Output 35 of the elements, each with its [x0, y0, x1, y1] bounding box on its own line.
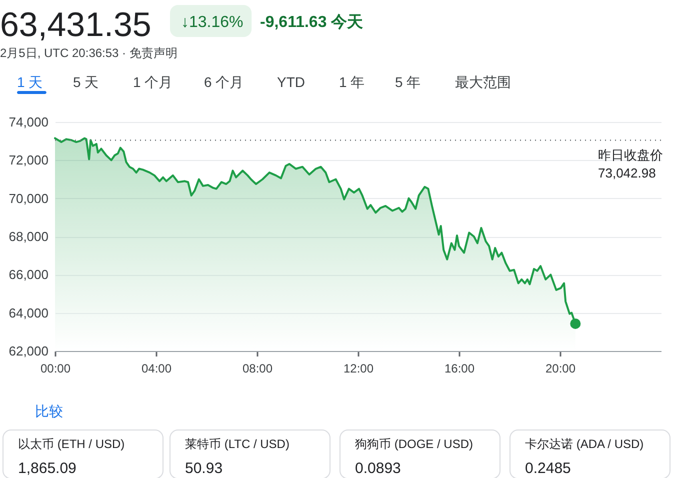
text: 以太币 (ETH / USD)	[18, 437, 125, 451]
chart-title: 63,431.35	[0, 6, 152, 44]
text: 1 个月	[133, 74, 173, 90]
y-tick-label: 64,000	[8, 305, 48, 320]
text: 5 天	[73, 74, 99, 90]
y-tick-label: 74,000	[8, 114, 48, 130]
x-tick-label: 12:00	[343, 362, 374, 376]
chart-subtitle: 2月5日, UTC 20:36:53 · 免责声明	[0, 46, 178, 60]
text: YTD	[277, 74, 305, 90]
x-tick-label: 00:00	[40, 362, 71, 376]
text: 50.93	[185, 460, 223, 477]
text: 1 年	[339, 74, 365, 90]
text: 卡尔达诺 (ADA / USD)	[525, 437, 644, 451]
x-tick-label: 04:00	[141, 362, 172, 376]
text: 1 天	[17, 74, 43, 90]
y-tick-label: 66,000	[8, 267, 48, 282]
text: 6 个月	[204, 74, 244, 90]
text: 最大范围	[455, 74, 511, 90]
y-tick-label: 62,000	[8, 344, 48, 358]
text: 1,865.09	[18, 460, 76, 477]
ref-line-label: 昨日收盘价 73,042.98	[598, 147, 663, 180]
y-tick-label: 72,000	[8, 152, 48, 168]
text: ↓13.16%	[181, 14, 244, 31]
x-tick-label: 16:00	[444, 362, 475, 376]
x-tick-label: 08:00	[242, 362, 273, 376]
text: 狗狗币 (DOGE / USD)	[355, 437, 474, 451]
text: 莱特币 (LTC / USD)	[185, 437, 290, 451]
x-tick-label: 20:00	[545, 362, 576, 376]
text: 比较	[35, 403, 63, 419]
y-tick-label: 70,000	[8, 190, 48, 206]
text: -9,611.63 今天	[260, 13, 364, 31]
y-tick-label: 68,000	[8, 229, 48, 244]
text: 0.0893	[355, 460, 401, 477]
text: 5 年	[395, 74, 421, 90]
text: 0.2485	[525, 460, 571, 477]
